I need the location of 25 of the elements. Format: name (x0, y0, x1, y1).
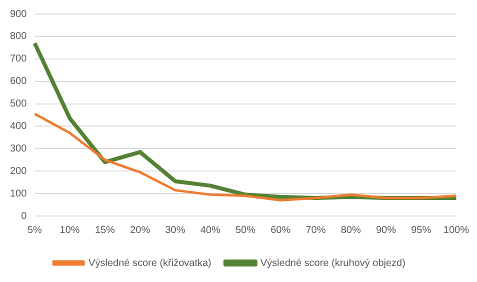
y-tick-label: 200 (10, 166, 28, 177)
x-tick-label: 60% (270, 224, 291, 236)
y-tick-label: 300 (10, 143, 28, 154)
x-tick-label: 15% (94, 224, 116, 236)
x-tick-label: 50% (235, 224, 256, 236)
x-tick-label: 20% (130, 224, 150, 236)
y-tick-label: 600 (10, 76, 28, 88)
x-tick-label: 95% (411, 224, 432, 236)
x-tick-label: 100% (443, 224, 470, 236)
x-tick-label: 40% (200, 224, 220, 236)
y-tick-label: 100 (10, 188, 28, 200)
y-tick-label: 900 (10, 8, 28, 20)
legend-label: Výsledné score (křižovatka) (88, 258, 212, 269)
x-tick-label: 80% (340, 224, 361, 236)
x-tick-label: 5% (27, 224, 42, 236)
legend-label: Výsledné score (kruhový objezd) (260, 258, 406, 269)
x-tick-label: 70% (306, 224, 326, 236)
y-tick-label: 800 (10, 31, 28, 42)
y-tick-label: 500 (10, 98, 28, 110)
x-tick-label: 30% (165, 224, 186, 236)
x-tick-label: 10% (60, 224, 80, 236)
y-tick-label: 400 (10, 120, 28, 132)
y-tick-label: 700 (10, 54, 28, 65)
y-tick-label: 0 (21, 210, 28, 222)
x-tick-label: 90% (376, 224, 396, 236)
